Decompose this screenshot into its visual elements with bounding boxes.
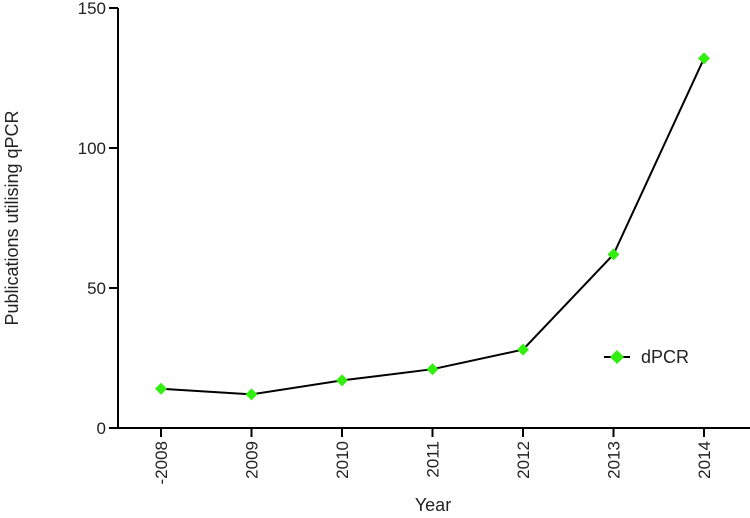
- series-line: [160, 57, 705, 396]
- y-axis: 0 50 100 150: [78, 0, 119, 438]
- x-tick-label: 2014: [695, 441, 714, 479]
- y-tick-label: 100: [78, 139, 106, 158]
- legend-marker: [610, 350, 624, 364]
- x-tick-label: -2008: [152, 441, 171, 484]
- x-axis-title: Year: [415, 495, 451, 515]
- x-tick-label: 2010: [333, 441, 352, 479]
- y-tick-label: 0: [97, 419, 106, 438]
- x-tick-label: 2009: [243, 441, 262, 479]
- y-tick-label: 150: [78, 0, 106, 18]
- x-tick-label: 2013: [605, 441, 624, 479]
- x-axis: -2008 2009 2010 2011 2012 2013 2014: [118, 427, 750, 484]
- y-tick-label: 50: [87, 279, 106, 298]
- data-point-marker: [607, 248, 620, 261]
- data-point-marker: [245, 388, 258, 401]
- data-point-marker: [698, 52, 710, 65]
- data-point-marker: [336, 374, 348, 387]
- series-layer: [155, 52, 710, 401]
- legend-label: dPCR: [641, 347, 689, 367]
- data-point-marker: [155, 382, 167, 395]
- legend: dPCR: [604, 347, 689, 367]
- data-point-marker: [426, 363, 439, 376]
- y-axis-title: Publications utilising qPCR: [2, 110, 22, 325]
- data-point-marker: [517, 343, 529, 356]
- x-tick-label: 2012: [514, 441, 533, 479]
- x-tick-label: 2011: [424, 441, 443, 478]
